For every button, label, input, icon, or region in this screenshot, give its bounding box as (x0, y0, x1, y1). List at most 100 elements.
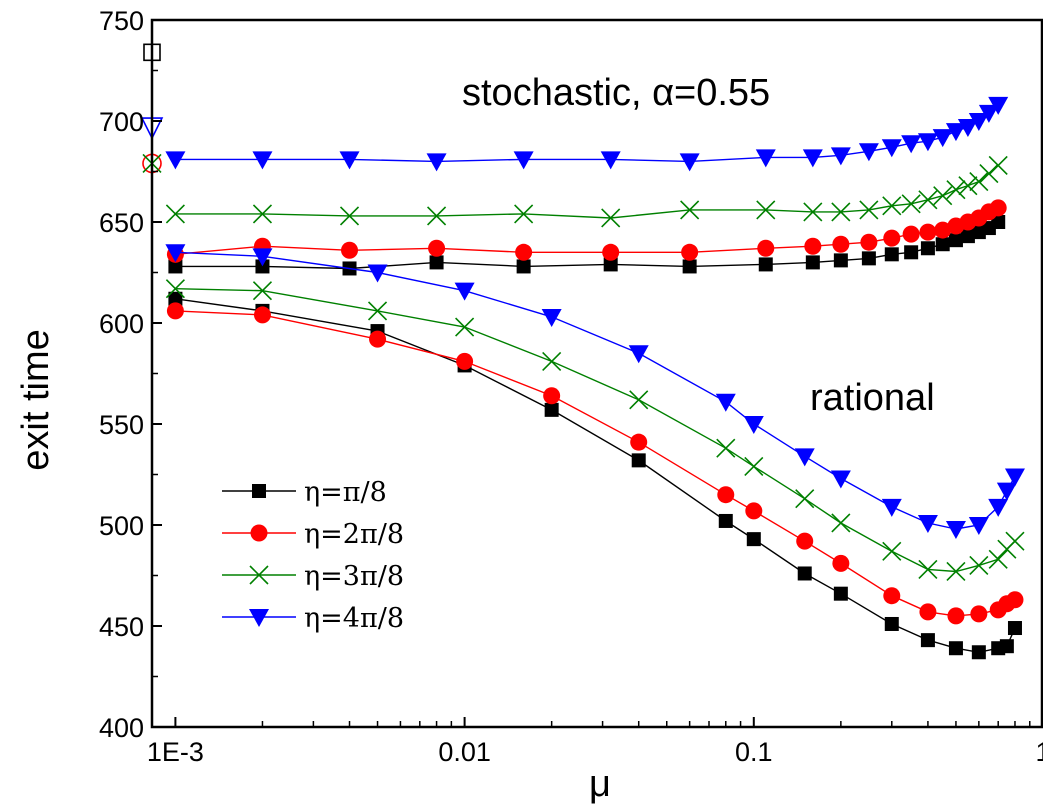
series-2 (142, 153, 1024, 625)
data-point-stochastic (884, 247, 899, 262)
data-point-stochastic (933, 186, 953, 206)
data-point-stochastic (932, 129, 953, 148)
data-point-rational (367, 301, 388, 321)
data-point-rational (794, 448, 815, 467)
data-point-stochastic (680, 200, 700, 220)
y-tick-label: 450 (99, 612, 144, 642)
data-point-stochastic (902, 225, 920, 243)
data-point-stochastic (882, 196, 902, 216)
x-tick-label: 1E-3 (147, 737, 204, 767)
data-point-stochastic (960, 229, 975, 244)
data-point-stochastic (935, 237, 950, 252)
data-point-rational (948, 641, 963, 656)
y-tick-label: 750 (99, 6, 144, 36)
data-point-rational (744, 456, 764, 476)
data-point-rational (919, 603, 937, 621)
legend-marker (249, 565, 269, 585)
data-point-rational (883, 587, 901, 605)
data-point-stochastic (901, 135, 922, 154)
data-point-stochastic (833, 253, 848, 268)
data-point-rational (628, 345, 649, 364)
data-point-rational (945, 521, 966, 540)
data-point-rational (797, 566, 812, 581)
data-point-stochastic (427, 206, 447, 226)
data-point-stochastic (988, 155, 1008, 176)
data-point-rational (253, 306, 271, 324)
data-point-rational (165, 279, 185, 299)
data-point-stochastic (991, 215, 1006, 229)
data-point-rational (541, 308, 562, 327)
data-point-rational (542, 351, 562, 371)
data-point-stochastic (516, 259, 531, 274)
legend-marker (249, 609, 269, 627)
data-point-stochastic (883, 229, 901, 247)
data-point-rational (1006, 591, 1024, 609)
data-point-stochastic (919, 223, 937, 241)
data-point-stochastic (428, 239, 446, 257)
data-point-rational (718, 513, 733, 528)
data-point-stochastic (832, 235, 850, 253)
axes: 400 450 500 550 600 650 700 750 1E-3 0.01 0.1 1 (99, 6, 1043, 767)
data-point-stochastic (858, 143, 879, 162)
data-point-rational (971, 645, 986, 660)
data-point-stochastic (805, 255, 820, 270)
legend-marker (252, 484, 266, 498)
data-point-stochastic (756, 200, 776, 220)
data-point-rational (165, 244, 186, 263)
data-point-stochastic (969, 172, 989, 192)
data-point-stochastic (513, 151, 534, 170)
data-point-stochastic (859, 200, 879, 220)
data-point-stochastic (988, 96, 1009, 115)
data-point-stochastic (804, 237, 822, 255)
data-point-rational (166, 302, 184, 320)
y-tick-label: 600 (99, 309, 144, 339)
data-point-stochastic (901, 194, 921, 214)
data-point-stochastic (168, 259, 183, 274)
data-point-stochastic (979, 163, 999, 184)
data-point-stochastic (339, 206, 360, 226)
data-point-stochastic (934, 221, 952, 239)
data-point-stochastic (945, 123, 966, 142)
data-point-stochastic (989, 199, 1007, 217)
data-point-stochastic (958, 176, 978, 196)
data-point-rational (1004, 468, 1025, 487)
data-point-stochastic (860, 233, 878, 251)
legend-item: η=π/8 (222, 477, 387, 508)
x-tick-label: 0.1 (735, 737, 773, 767)
y-tick-label: 400 (99, 713, 144, 743)
data-point-rational (745, 502, 763, 520)
data-point-stochastic (252, 204, 273, 224)
data-point-stochastic (978, 104, 999, 123)
plot-frame (150, 18, 1043, 729)
data-point-rational (946, 561, 966, 582)
data-point-rational (918, 559, 938, 580)
data-point-rational (252, 281, 273, 301)
data-point-rational (999, 639, 1014, 654)
legend: η=π/8 η=2π/8 η=3π/8 η=4π/8 (222, 477, 404, 634)
data-point-rational (746, 532, 761, 547)
x-tick-label: 0.01 (438, 737, 491, 767)
data-point-rational (968, 517, 989, 535)
data-point-stochastic (755, 149, 776, 168)
data-point-stochastic (681, 243, 699, 261)
data-point-rational (715, 393, 736, 412)
data-point-rational (455, 317, 475, 337)
data-point-rational (947, 607, 965, 625)
data-point-stochastic (757, 239, 775, 257)
data-point-rational (543, 387, 561, 405)
data-point-stochastic (600, 151, 621, 170)
data-point-stochastic (803, 202, 823, 222)
data-point-rational (796, 532, 814, 550)
annotation-rational: rational (810, 377, 935, 419)
data-point-rational (629, 390, 649, 410)
data-point-stochastic (341, 241, 359, 259)
data-point-stochastic (515, 243, 533, 261)
series-3 (142, 153, 1025, 582)
annotation-stochastic: stochastic, α=0.55 (462, 72, 770, 114)
data-point-rational (716, 438, 736, 458)
data-point-rational (544, 402, 559, 417)
data-point-rational (717, 486, 735, 504)
data-point-rational (917, 514, 938, 533)
legend-item: η=3π/8 (222, 561, 404, 592)
